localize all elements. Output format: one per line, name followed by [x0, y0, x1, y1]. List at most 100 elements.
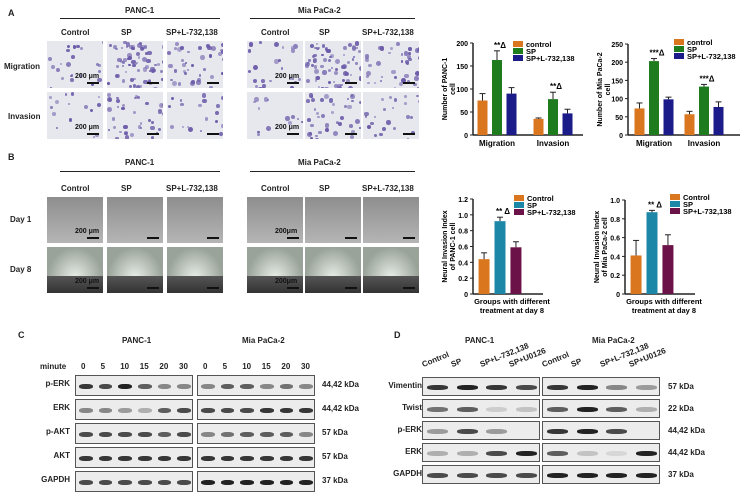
protein-band — [606, 406, 628, 412]
y-tick-label: 0.8 — [458, 229, 468, 236]
blot-strip — [422, 399, 540, 418]
protein-band — [427, 472, 449, 478]
bar-Control — [478, 259, 490, 294]
legend-swatch — [514, 195, 524, 201]
micrograph — [362, 40, 420, 89]
lane-label: Control — [420, 350, 451, 369]
protein-band — [118, 479, 133, 485]
protein-band — [98, 383, 113, 389]
molecular-weight-label: 44,42 kDa — [668, 426, 705, 435]
row-label-day1: Day 1 — [10, 215, 32, 224]
legend-swatch — [513, 48, 523, 54]
protein-band — [220, 407, 235, 413]
bar-control — [477, 100, 488, 135]
group-label: SP+L-732,138 — [362, 184, 414, 193]
protein-band — [220, 383, 235, 389]
protein-band — [456, 384, 478, 390]
time-point-label: 20 — [281, 362, 291, 371]
header-mia-d: Mia PaCa-2 — [592, 336, 635, 345]
group-label: SP — [319, 184, 330, 193]
y-axis-label: Neural Invasion Indexof PANC-1 cell — [442, 210, 457, 282]
micrograph — [166, 40, 224, 89]
scale-bar — [287, 287, 299, 289]
micrograph — [106, 196, 164, 244]
blot-strip — [542, 399, 660, 418]
y-tick-label: 50 — [615, 115, 623, 122]
protein-band — [259, 479, 274, 485]
protein-band — [177, 479, 192, 485]
protein-band — [78, 479, 93, 485]
header-mia-c: Mia PaCa-2 — [242, 336, 285, 345]
protein-band — [576, 384, 598, 390]
blot-row-label: Vimentin — [388, 381, 422, 390]
protein-band — [279, 455, 294, 461]
bar-SP+L-732,138 — [510, 247, 522, 294]
protein-band — [427, 384, 449, 390]
scale-bar — [287, 133, 299, 135]
protein-band — [177, 383, 192, 389]
x-tick-label: Invasion — [537, 139, 570, 148]
legend-label: SP+L-732,138 — [526, 54, 575, 63]
scale-bar — [207, 287, 219, 289]
protein-band — [78, 383, 93, 389]
legend-swatch — [674, 53, 684, 59]
scale-bar — [87, 237, 99, 239]
protein-band — [157, 479, 172, 485]
significance-label: ***Δ — [649, 49, 664, 58]
protein-band — [515, 472, 537, 478]
micrograph — [362, 246, 420, 294]
protein-band — [427, 406, 449, 412]
protein-band — [547, 384, 569, 390]
protein-band — [279, 431, 294, 437]
protein-band — [200, 431, 215, 437]
bar-control — [684, 114, 695, 135]
bar-SP+L-732,138 — [662, 245, 674, 294]
y-tick-label: 0.4 — [610, 254, 620, 261]
protein-band — [157, 431, 172, 437]
minute-label: minute — [40, 362, 67, 371]
legend-swatch — [513, 41, 523, 47]
protein-band — [427, 428, 449, 434]
protein-band — [200, 407, 215, 413]
y-tick-label: 1.0 — [458, 213, 468, 220]
legend-swatch — [670, 201, 680, 207]
significance-label: **Δ — [550, 82, 562, 91]
chart-mia-migration-invasion: 0 50 100 150 200 250 Number of Mia PaCa-2cell *… — [597, 38, 740, 148]
blot-row-label: p-ERK — [45, 379, 70, 388]
blot-row-label: Twist — [402, 403, 422, 412]
protein-band — [606, 428, 628, 434]
protein-band — [98, 455, 113, 461]
micrograph: 200 μm — [246, 40, 304, 89]
scale-bar — [147, 287, 159, 289]
scale-bar — [147, 82, 159, 84]
protein-band — [486, 384, 508, 390]
legend-swatch — [674, 46, 684, 52]
micrograph: 200 μm — [46, 91, 104, 140]
time-point-label: 10 — [242, 362, 252, 371]
protein-band — [98, 479, 113, 485]
blot-strip — [197, 375, 315, 396]
scale-bar-label: 200 μm — [75, 228, 100, 235]
protein-band — [137, 455, 152, 461]
protein-band — [259, 455, 274, 461]
protein-band — [177, 407, 192, 413]
legend-swatch — [670, 208, 680, 214]
protein-band — [279, 479, 294, 485]
group-label: Control — [261, 28, 290, 37]
panel-label-a: A — [8, 8, 15, 18]
protein-band — [547, 450, 569, 456]
scale-bar — [403, 133, 415, 135]
protein-band — [78, 455, 93, 461]
legend-label: SP — [526, 47, 536, 56]
header-panc1-a: PANC-1 — [125, 6, 155, 15]
y-tick-label: 0 — [619, 133, 623, 140]
blot-strip — [75, 471, 193, 492]
molecular-weight-label: 44,42 kDa — [322, 380, 359, 389]
y-tick-label: 0.2 — [458, 276, 468, 283]
y-tick-label: 0 — [616, 292, 620, 299]
blot-row-label: GAPDH — [393, 469, 422, 478]
panel-label-b: B — [8, 152, 15, 162]
protein-band — [240, 383, 255, 389]
bar-SP — [649, 61, 659, 135]
protein-band — [78, 431, 93, 437]
